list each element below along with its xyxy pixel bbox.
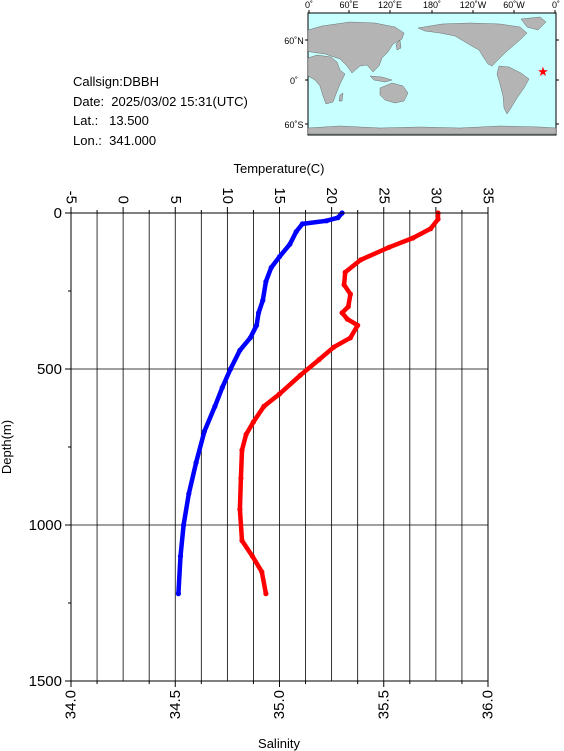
profile-point-blue — [212, 403, 218, 409]
temperature-tick-label: 25 — [375, 187, 392, 204]
map-lat-label: 60˚N — [284, 36, 304, 46]
profile-point-blue — [293, 229, 299, 235]
profile-point-red — [276, 391, 283, 397]
profile-point-red — [345, 304, 351, 310]
profile-point-blue — [193, 460, 199, 466]
salinity-tick-label: 34.5 — [167, 690, 184, 719]
depth-tick-label: 1000 — [29, 517, 62, 534]
profile-series — [175, 210, 441, 597]
profile-point-red — [263, 591, 269, 597]
profile-point-red — [386, 244, 392, 250]
salinity-tick-label: 35.0 — [271, 690, 288, 719]
depth-tick-label: 0 — [54, 205, 62, 222]
profile-point-blue — [247, 335, 253, 341]
temperature-tick-label: 15 — [271, 187, 288, 204]
temperature-tick-label: -5 — [63, 191, 80, 204]
profile-point-red — [341, 282, 347, 288]
profile-point-red — [355, 322, 361, 328]
profile-point-red — [239, 447, 245, 453]
temperature-tick-label: 35 — [480, 187, 497, 204]
profile-point-blue — [299, 221, 305, 227]
profile-point-red — [331, 344, 337, 350]
map-tick-marks — [305, 10, 559, 125]
profile-point-red — [249, 553, 255, 559]
plot-frame — [70, 212, 489, 682]
salinity-tick-label: 36.0 — [480, 690, 497, 719]
map-lon-label: 180˚ — [423, 0, 441, 10]
profile-point-blue — [201, 428, 207, 434]
temperature-tick-label: 30 — [427, 187, 444, 204]
profile-point-red — [316, 357, 322, 363]
map-lat-label: 60˚S — [284, 120, 303, 130]
profile-point-red — [297, 372, 303, 378]
profile-point-red — [344, 316, 350, 322]
profile-point-blue — [227, 366, 234, 372]
profile-point-blue — [263, 279, 269, 285]
profile-point-blue — [276, 254, 283, 260]
salinity-tick-label: 34.0 — [63, 690, 80, 719]
profile-point-red — [347, 335, 353, 341]
latitude-label: Lat.: 13.500 — [73, 113, 149, 128]
map-tick-labels: 0˚ 60˚E 120˚E 180˚ 120˚W 60˚W 0˚ 60˚N 0˚… — [284, 0, 560, 130]
profile-point-blue — [268, 265, 274, 271]
depth-axis-title: Depth(m) — [0, 420, 14, 474]
temperature-tick-label: 5 — [167, 196, 184, 204]
profile-point-blue — [186, 491, 192, 497]
profile-point-blue — [287, 241, 293, 247]
depth-tick-label: 500 — [37, 361, 62, 378]
salinity-axis: 34.0 34.5 35.0 35.5 36.0 — [63, 681, 497, 719]
map-lon-label: 60˚E — [339, 0, 358, 10]
date-label: Date: 2025/03/02 15:31(UTC) — [73, 93, 248, 109]
profile-line-red — [237, 210, 441, 596]
profile-point-red — [358, 257, 364, 263]
station-location-marker: ★ — [537, 65, 549, 80]
profile-point-red — [339, 310, 345, 316]
profile-point-red — [261, 403, 267, 409]
depth-axis: 0 500 1000 1500 — [29, 205, 71, 690]
map-lon-label: 0˚ — [552, 0, 560, 10]
map-lon-label: 60˚W — [503, 0, 525, 10]
callsign-label: Callsign:DBBH — [73, 74, 159, 89]
profile-point-red — [410, 235, 416, 241]
profile-point-red — [243, 431, 249, 438]
temperature-tick-label: 10 — [219, 187, 236, 204]
profile-point-blue — [260, 297, 266, 303]
salinity-axis-title: Salinity — [258, 736, 300, 751]
profile-point-red — [435, 216, 441, 222]
grid-lines — [71, 213, 488, 681]
profile-point-blue — [175, 591, 181, 597]
map-lat-label: 0˚ — [290, 76, 298, 86]
profile-point-red — [250, 419, 256, 425]
profile-point-red — [347, 291, 353, 297]
profile-point-blue — [254, 322, 260, 328]
profile-point-red — [237, 506, 243, 512]
temperature-tick-label: 0 — [115, 196, 132, 204]
salinity-tick-label: 35.5 — [375, 690, 392, 719]
profile-point-blue — [335, 215, 341, 221]
map-lon-label: 0˚ — [305, 0, 313, 10]
station-info: Callsign:DBBH Date: 2025/03/02 15:31(UTC… — [73, 72, 248, 150]
temperature-axis-title: Temperature(C) — [233, 161, 324, 176]
profile-point-blue — [256, 310, 262, 316]
location-map: 0˚ 60˚E 120˚E 180˚ 120˚W 60˚W 0˚ 60˚N 0˚… — [284, 0, 560, 136]
map-land — [307, 16, 557, 135]
profile-point-blue — [181, 522, 187, 528]
profile-point-blue — [237, 347, 243, 353]
temperature-axis: -5 0 5 10 15 20 25 30 35 — [63, 187, 497, 213]
profile-point-red — [238, 475, 244, 481]
map-lon-label: 120˚E — [378, 0, 402, 10]
temperature-tick-label: 20 — [323, 187, 340, 204]
profile-point-red — [428, 226, 434, 232]
profile-point-blue — [323, 218, 329, 224]
profile-point-red — [259, 569, 265, 575]
depth-tick-label: 1500 — [29, 673, 62, 690]
profile-point-red — [342, 269, 348, 275]
map-lon-label: 120˚W — [460, 0, 487, 10]
profile-point-blue — [177, 553, 184, 559]
profile-point-blue — [219, 385, 225, 391]
longitude-label: Lon.: 341.000 — [73, 132, 157, 148]
profile-point-red — [239, 538, 245, 544]
